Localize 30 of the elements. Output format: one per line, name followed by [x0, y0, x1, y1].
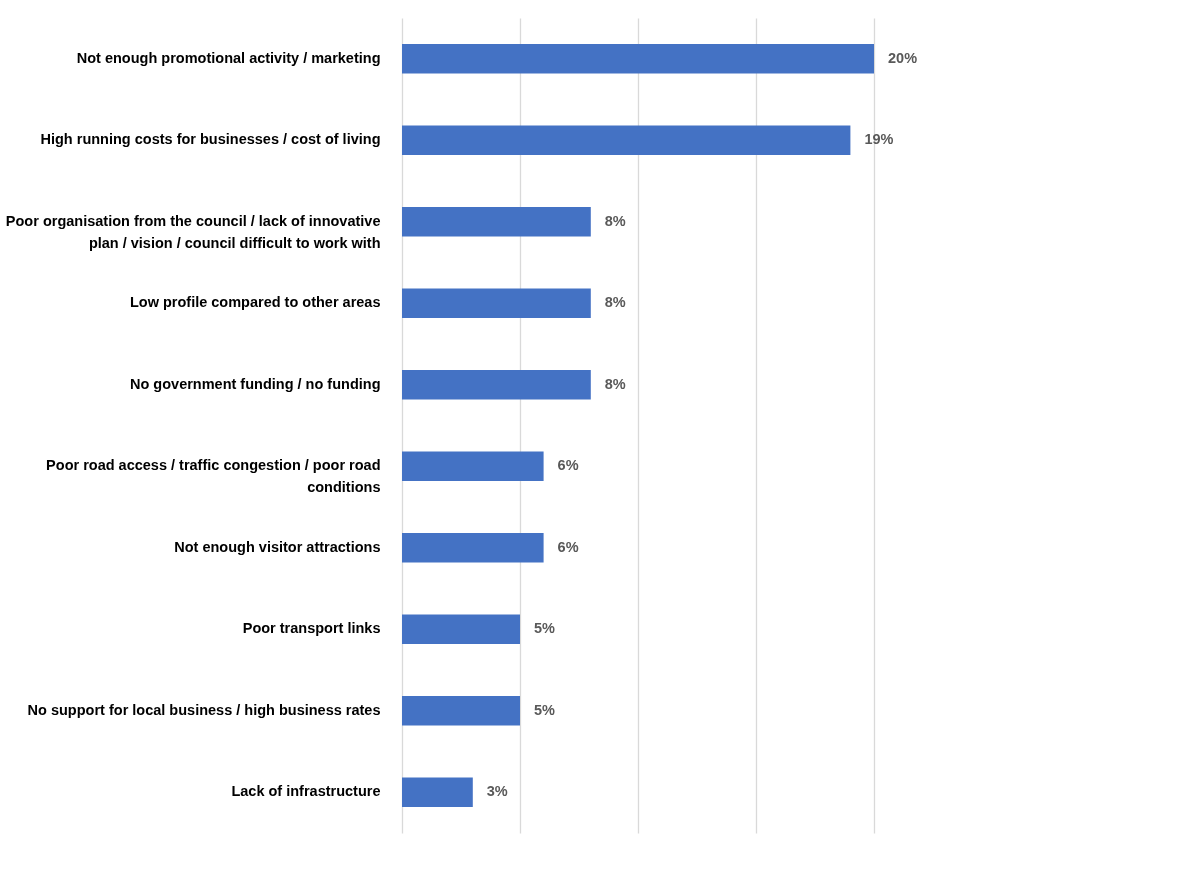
- data-label: 19%: [864, 131, 894, 148]
- data-label: 20%: [888, 49, 918, 66]
- y-tick-label: Poor organisation from the council / lack of innovative plan / vision / council difficult to work with: [5, 212, 381, 251]
- y-tick-label: Not enough promotional activity / marketing: [76, 49, 381, 66]
- y-tick-label: Lack of infrastructure: [231, 783, 381, 800]
- y-tick-label: Poor road access / traffic congestion / poor road conditions: [46, 457, 381, 496]
- bar: [402, 125, 851, 155]
- bar: [402, 614, 520, 644]
- data-label: 5%: [534, 701, 556, 718]
- bar: [402, 44, 874, 74]
- data-label: 8%: [604, 212, 626, 229]
- bar: [402, 207, 591, 237]
- data-label: 3%: [486, 783, 508, 800]
- y-tick-label: Poor transport links: [242, 620, 381, 637]
- y-tick-label: High running costs for businesses / cost of living: [40, 131, 381, 148]
- data-label: 6%: [557, 457, 579, 474]
- bar: [402, 451, 544, 481]
- data-label: 8%: [604, 294, 626, 311]
- bar: [402, 370, 591, 400]
- bar: [402, 533, 544, 563]
- bar: [402, 288, 591, 318]
- data-label: 6%: [557, 538, 579, 555]
- bar: [402, 777, 473, 807]
- data-label: 5%: [534, 620, 556, 637]
- data-label: 8%: [604, 375, 626, 392]
- y-tick-label: Not enough visitor attractions: [174, 538, 381, 555]
- y-tick-label: No government funding / no funding: [130, 375, 381, 392]
- y-tick-label: Low profile compared to other areas: [129, 294, 381, 311]
- y-tick-label: No support for local business / high business rates: [27, 701, 381, 718]
- bar: [402, 696, 520, 726]
